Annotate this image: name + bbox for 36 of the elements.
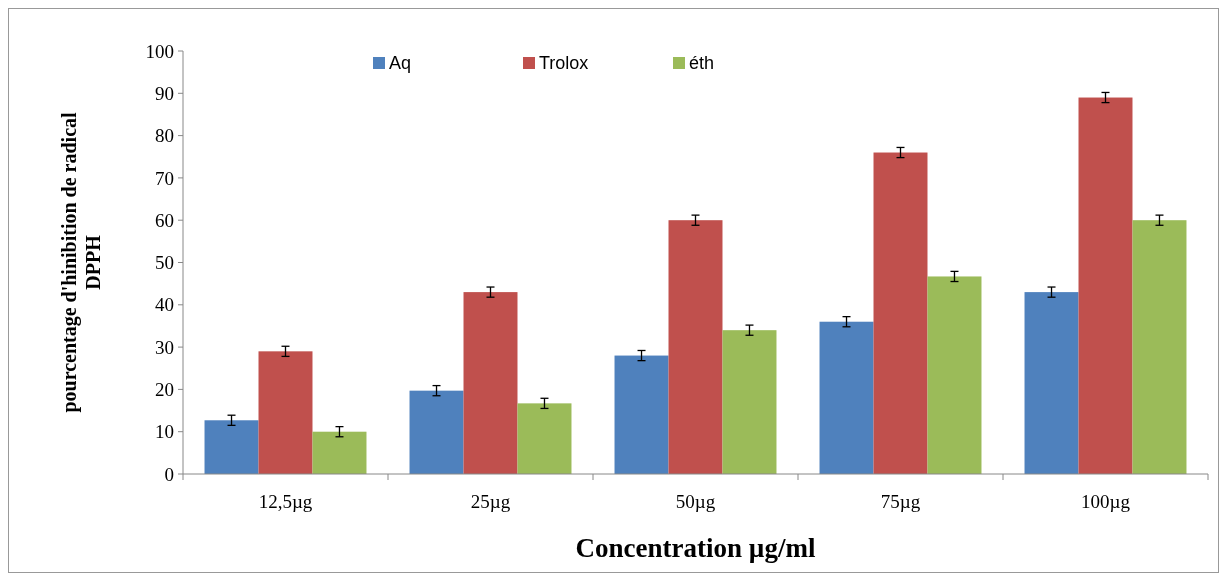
bar (722, 330, 777, 474)
bar (1078, 97, 1133, 474)
y-tick-label: 50 (155, 252, 174, 274)
x-axis-title: Concentration µg/ml (575, 533, 816, 563)
y-axis-title: pourcentage d'hinibition de radical DPPH (58, 111, 104, 413)
bar (312, 431, 367, 474)
y-tick-label: 20 (155, 379, 174, 401)
bar (204, 420, 259, 474)
bar (258, 351, 313, 474)
y-tick-label: 0 (164, 463, 174, 485)
x-tick-label: 50µg (675, 491, 716, 512)
y-tick-label: 10 (155, 421, 174, 443)
legend-label: éth (689, 53, 715, 74)
x-tick-label: 100µg (1081, 491, 1131, 512)
bar (1024, 292, 1079, 474)
legend-label: Trolox (539, 53, 589, 74)
bar (517, 403, 572, 474)
y-tick-label: 30 (155, 336, 174, 358)
x-tick-label: 12,5µg (258, 491, 313, 512)
y-tick-label: 60 (155, 209, 174, 231)
bar (1132, 220, 1187, 474)
bar (614, 355, 669, 474)
bar (668, 220, 723, 474)
bar (873, 152, 928, 474)
bar (819, 321, 874, 474)
bar (927, 276, 982, 474)
y-tick-label: 80 (155, 125, 174, 147)
bar (463, 292, 518, 474)
y-tick-label: 40 (155, 294, 174, 316)
x-tick-label: 25µg (470, 491, 511, 512)
x-tick-label: 75µg (880, 491, 921, 512)
bar (409, 390, 464, 474)
y-tick-label: 100 (145, 40, 174, 62)
legend-label: Aq (389, 53, 412, 74)
y-tick-label: 70 (155, 167, 174, 189)
y-tick-label: 90 (155, 82, 174, 104)
